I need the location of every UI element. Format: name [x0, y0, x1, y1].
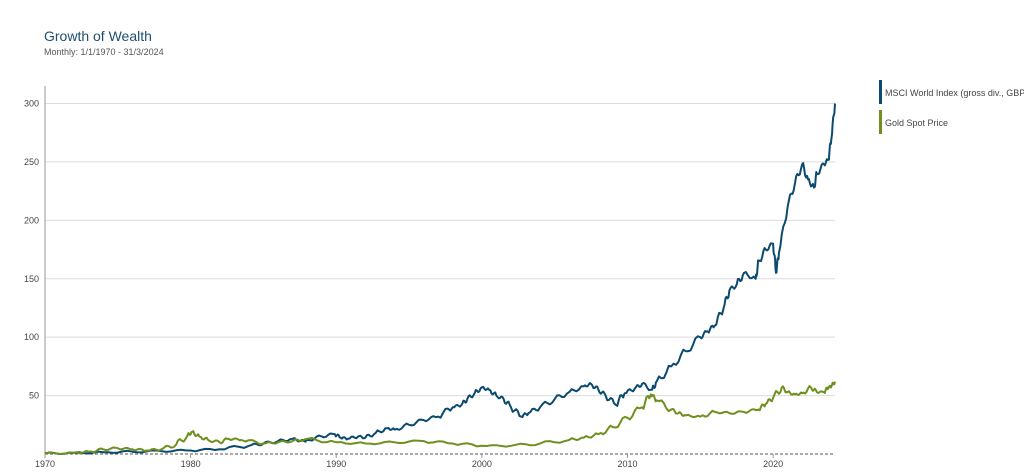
- chart-title: Growth of Wealth: [44, 28, 152, 44]
- series-line-msci-world: [44, 103, 836, 455]
- legend-label-msci-world: MSCI World Index (gross div., GBP): [885, 88, 1024, 98]
- x-tick-label: 2020: [763, 459, 783, 469]
- x-axis: 1970 1980 1990 2000 2010 2020: [35, 453, 835, 469]
- series-line-gold-spot: [44, 381, 836, 455]
- y-tick-label: 100: [24, 332, 39, 342]
- y-tick-label: 200: [24, 215, 39, 225]
- x-tick-label: 2000: [472, 459, 492, 469]
- y-tick-label: 150: [24, 274, 39, 284]
- legend: MSCI World Index (gross div., GBP) Gold …: [879, 80, 1024, 140]
- series-lines: [44, 103, 836, 455]
- x-tick-label: 1990: [326, 459, 346, 469]
- y-tick-label: 50: [29, 391, 39, 401]
- y-tick-label: 300: [24, 99, 39, 109]
- x-tick-label: 2010: [617, 459, 637, 469]
- legend-item-gold-spot[interactable]: Gold Spot Price: [879, 110, 1024, 134]
- legend-item-msci-world[interactable]: MSCI World Index (gross div., GBP): [879, 80, 1024, 104]
- gridlines: [45, 103, 835, 397]
- x-tick-label: 1980: [181, 459, 201, 469]
- chart-subtitle: Monthly: 1/1/1970 - 31/3/2024: [44, 47, 164, 57]
- y-tick-label: 250: [24, 157, 39, 167]
- y-axis: 50 100 150 200 250 300: [24, 86, 46, 454]
- legend-swatch-gold-spot: [879, 110, 882, 134]
- legend-label-gold-spot: Gold Spot Price: [885, 118, 949, 128]
- x-tick-label: 1970: [35, 459, 55, 469]
- legend-swatch-msci-world: [879, 80, 882, 104]
